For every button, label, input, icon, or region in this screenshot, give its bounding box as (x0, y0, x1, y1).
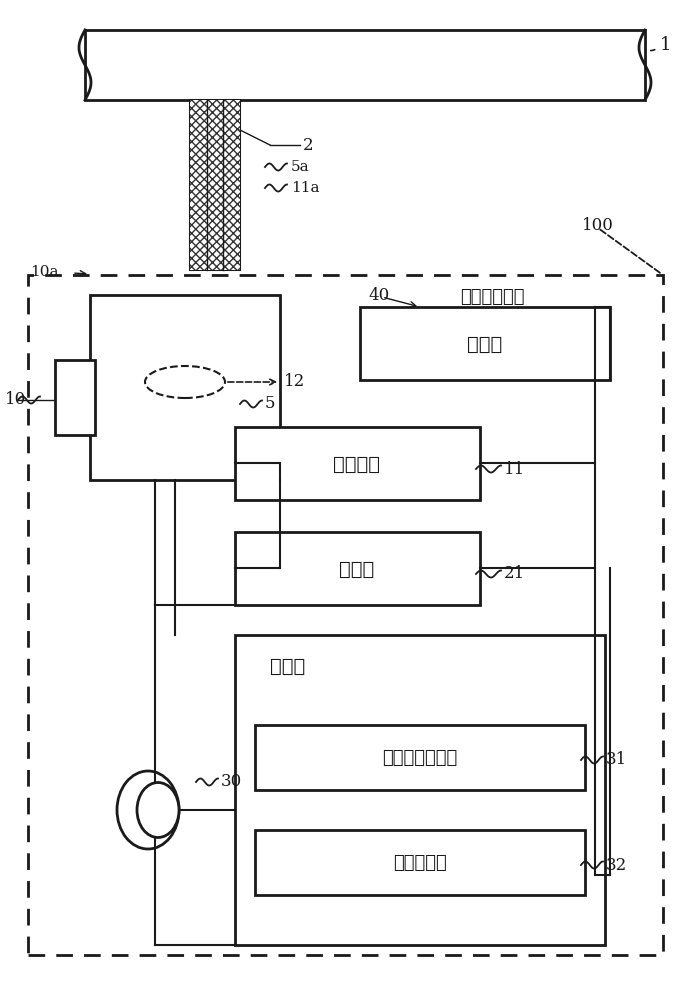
Bar (190, 100, 240, 270)
Text: 30: 30 (221, 774, 242, 790)
Bar (85, 30, 645, 100)
Text: 2: 2 (303, 136, 314, 153)
Text: 40: 40 (368, 286, 389, 304)
Bar (190, 100, 240, 270)
Bar (235, 532, 480, 605)
Bar (255, 830, 585, 895)
Text: 11: 11 (504, 460, 525, 478)
Bar (55, 360, 95, 435)
Text: 31: 31 (606, 752, 627, 768)
Text: 运算部: 运算部 (270, 657, 305, 676)
Text: 激光光源: 激光光源 (333, 454, 380, 474)
Bar (235, 635, 605, 945)
Text: 11a: 11a (291, 181, 319, 195)
Text: 水流源: 水流源 (339, 560, 375, 578)
Bar (360, 307, 610, 380)
Text: 100: 100 (582, 217, 614, 233)
Bar (255, 725, 585, 790)
Text: 1: 1 (660, 36, 671, 54)
Bar (235, 427, 480, 500)
Text: 21: 21 (504, 566, 525, 582)
Text: 控制部: 控制部 (467, 334, 502, 354)
Bar (90, 295, 280, 480)
Text: 时间幅度取得部: 时间幅度取得部 (382, 749, 457, 767)
Text: 激光加工装置: 激光加工装置 (460, 288, 524, 306)
Ellipse shape (137, 782, 179, 838)
Text: 5a: 5a (291, 160, 310, 174)
Text: 5: 5 (265, 395, 275, 412)
Text: 10a: 10a (30, 265, 59, 279)
Text: 10: 10 (5, 391, 26, 408)
Text: 12: 12 (284, 373, 305, 390)
Text: 32: 32 (606, 856, 627, 874)
Text: 距离计算部: 距离计算部 (393, 854, 447, 872)
Bar (28, 275, 663, 955)
